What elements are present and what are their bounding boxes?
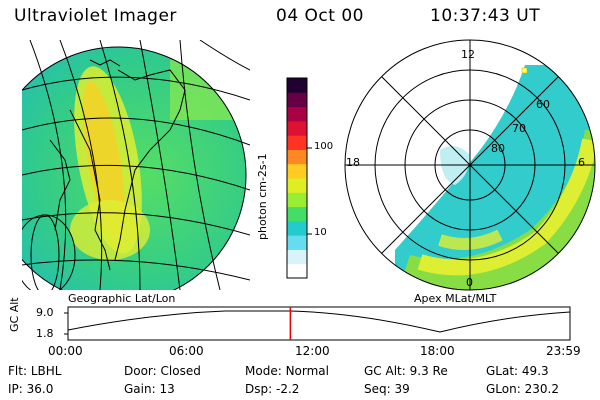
timeline-axis-label: GC Alt (8, 297, 21, 332)
colorbar-stripe (287, 235, 307, 250)
colorbar-stripe (287, 135, 307, 150)
status-seq: Seq: 39 (364, 382, 410, 396)
colorbar-tick-10: 10 (314, 227, 327, 238)
mlat-label-70: 70 (512, 122, 526, 135)
mlt-label-12: 12 (461, 48, 475, 61)
polar-grid (344, 39, 596, 291)
colorbar-stripe (287, 106, 307, 122)
colorbar-stripe (287, 92, 307, 108)
colorbar-stripe (287, 263, 307, 279)
timeline-ytick-9: 9.0 (36, 306, 54, 319)
lat-lon-grid (22, 40, 250, 290)
status-gc-alt: GC Alt: 9.3 Re (364, 364, 448, 378)
colorbar-stripe (287, 249, 307, 265)
status-ip: IP: 36.0 (8, 382, 54, 396)
coastlines (49, 59, 186, 271)
colorbar-stripe (287, 120, 307, 136)
mlt-label-6: 6 (578, 156, 585, 169)
status-door: Door: Closed (124, 364, 201, 378)
status-mode: Mode: Normal (245, 364, 329, 378)
colorbar-stripe (287, 163, 307, 179)
status-glon: GLon: 230.2 (486, 382, 559, 396)
status-dsp: Dsp: -2.2 (245, 382, 300, 396)
mlt-label-0: 0 (466, 276, 473, 289)
timeline-xtick-2359: 23:59 (546, 344, 581, 358)
mlt-label-18: 18 (346, 156, 360, 169)
timeline-xtick-1200: 12:00 (295, 344, 330, 358)
sun-marker (521, 67, 528, 74)
timeline-xtick-1800: 18:00 (420, 344, 455, 358)
status-filter: Flt: LBHL (8, 364, 62, 378)
time-label: 10:37:43 UT (430, 6, 541, 26)
instrument-title: Ultraviolet Imager (14, 6, 177, 26)
timeline-ytick-1-8: 1.8 (36, 327, 54, 340)
right-panel-caption: Apex MLat/MLT (414, 292, 497, 305)
colorbar-stripe (287, 220, 307, 236)
colorbar-stripe (287, 206, 307, 222)
colorbar-stripe (287, 78, 307, 93)
status-gain: Gain: 13 (124, 382, 175, 396)
status-glat: GLat: 49.3 (486, 364, 549, 378)
colorbar-tick-100: 100 (314, 141, 334, 152)
date-label: 04 Oct 00 (276, 6, 364, 26)
colorbar-stripe (287, 178, 307, 193)
timeline-xtick-0000: 00:00 (48, 344, 83, 358)
mlat-label-80: 80 (491, 142, 505, 155)
left-panel-caption: Geographic Lat/Lon (68, 292, 176, 305)
timeline-xtick-0600: 06:00 (169, 344, 204, 358)
mlat-label-60: 60 (536, 98, 550, 111)
colorbar-stripe (287, 192, 307, 208)
colorbar-stripe (287, 149, 307, 165)
